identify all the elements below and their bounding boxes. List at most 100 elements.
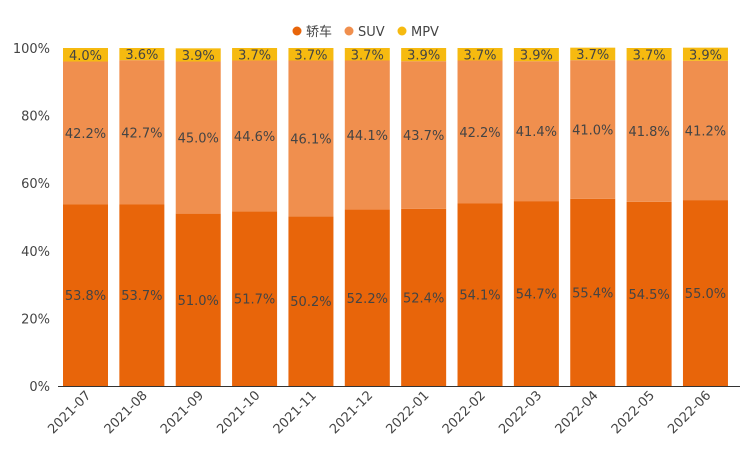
legend-label: 轿车 bbox=[306, 24, 332, 40]
bar-segment-轿车 bbox=[288, 216, 334, 386]
data-label: 41.8% bbox=[628, 125, 669, 140]
x-tick-label: 2022-05 bbox=[609, 388, 658, 437]
bar-segment-轿车 bbox=[232, 211, 278, 386]
bar-segment-轿车 bbox=[570, 198, 616, 386]
bar-stack-2022-03: 54.7% 41.4% 3.9% bbox=[513, 48, 559, 386]
data-label: 50.2% bbox=[290, 295, 331, 310]
data-label: 43.7% bbox=[403, 129, 444, 144]
bar-segment-SUV bbox=[682, 60, 728, 201]
bar-stack-2021-10: 51.7% 44.6% 3.7% bbox=[232, 48, 278, 386]
bar-segment-轿车 bbox=[63, 204, 108, 386]
data-label: 3.7% bbox=[294, 48, 327, 63]
data-label: 42.7% bbox=[121, 126, 162, 141]
data-label: 3.9% bbox=[689, 48, 722, 63]
data-label: 53.7% bbox=[121, 289, 162, 304]
bar-segment-MPV bbox=[232, 48, 278, 61]
data-label: 44.6% bbox=[234, 130, 275, 145]
bar-segment-MPV bbox=[626, 48, 672, 61]
data-label: 4.0% bbox=[69, 49, 102, 64]
bar-segment-轿车 bbox=[119, 204, 165, 386]
legend-label: MPV bbox=[411, 25, 439, 40]
data-label: 42.2% bbox=[459, 126, 500, 141]
bar-stack-2021-12: 52.2% 44.1% 3.7% bbox=[344, 48, 390, 386]
x-axis: 2021-07 2021-08 2021-09 2021-10 2021-11 2021-… bbox=[45, 388, 714, 437]
bar-segment-轿车 bbox=[513, 201, 559, 386]
y-tick-label: 0% bbox=[29, 380, 50, 395]
data-label: 3.7% bbox=[351, 48, 384, 63]
bar-segment-SUV bbox=[63, 61, 108, 205]
bar-stack-2021-09: 51.0% 45.0% 3.9% bbox=[175, 48, 221, 386]
x-tick-label: 2022-06 bbox=[665, 388, 714, 437]
bar-segment-SUV bbox=[570, 60, 616, 199]
data-label: 55.4% bbox=[572, 286, 613, 301]
bar-segment-SUV bbox=[626, 60, 672, 202]
bar-segment-轿车 bbox=[626, 201, 672, 386]
data-label: 52.4% bbox=[403, 291, 444, 306]
legend: 轿车 SUV MPV bbox=[292, 24, 440, 40]
bar-segment-轿车 bbox=[457, 203, 503, 386]
legend-marker-icon bbox=[344, 26, 354, 36]
x-tick-label: 2021-07 bbox=[45, 388, 94, 437]
bar-segment-SUV bbox=[401, 61, 447, 209]
x-tick-label: 2021-12 bbox=[327, 388, 376, 437]
x-tick-label: 2022-01 bbox=[383, 388, 432, 437]
data-label: 3.6% bbox=[125, 48, 158, 63]
data-label: 54.5% bbox=[628, 288, 669, 303]
data-label: 3.7% bbox=[464, 48, 497, 63]
bar-stack-2022-05: 54.5% 41.8% 3.7% bbox=[626, 48, 672, 386]
legend-item-SUV[interactable]: SUV bbox=[344, 25, 385, 40]
bar-stack-2022-01: 52.4% 43.7% 3.9% bbox=[401, 48, 447, 386]
bar-segment-MPV bbox=[63, 48, 108, 62]
data-label: 3.9% bbox=[520, 49, 553, 64]
data-label: 52.2% bbox=[347, 292, 388, 307]
bar-segment-SUV bbox=[119, 60, 165, 205]
data-label: 41.4% bbox=[516, 125, 557, 140]
data-label: 3.7% bbox=[633, 48, 666, 63]
y-tick-label: 80% bbox=[21, 110, 50, 125]
data-label: 42.2% bbox=[65, 127, 106, 142]
bar-stack-2021-08: 53.7% 42.7% 3.6% bbox=[119, 48, 165, 386]
legend-marker-icon bbox=[397, 26, 407, 36]
data-label: 46.1% bbox=[290, 132, 331, 147]
bar-segment-轿车 bbox=[682, 200, 728, 386]
bar-segment-MPV bbox=[344, 48, 390, 61]
bar-segment-SUV bbox=[457, 60, 503, 204]
bar-segment-MPV bbox=[682, 47, 728, 61]
bar-segment-MPV bbox=[119, 48, 165, 61]
data-label: 51.0% bbox=[178, 294, 219, 309]
x-tick-label: 2022-03 bbox=[496, 388, 545, 437]
bar-segment-MPV bbox=[457, 48, 503, 61]
bar-stack-2021-11: 50.2% 46.1% 3.7% bbox=[288, 48, 334, 386]
y-axis: 0% 20% 40% 60% 80% 100% bbox=[13, 42, 50, 395]
data-label: 51.7% bbox=[234, 293, 275, 308]
x-tick-label: 2022-02 bbox=[440, 388, 489, 437]
bar-stack-2021-07: 53.8% 42.2% 4.0% bbox=[63, 48, 108, 386]
legend-item-MPV[interactable]: MPV bbox=[397, 25, 440, 40]
data-label: 53.8% bbox=[65, 289, 106, 304]
bar-segment-MPV bbox=[570, 47, 616, 61]
data-label: 3.9% bbox=[407, 49, 440, 64]
bar-segment-MPV bbox=[288, 48, 334, 61]
bar-stack-2022-04: 55.4% 41.0% 3.7% bbox=[570, 47, 616, 386]
data-label: 55.0% bbox=[685, 287, 726, 302]
y-tick-label: 60% bbox=[21, 177, 50, 192]
data-label: 45.0% bbox=[178, 132, 219, 147]
y-tick-label: 100% bbox=[13, 42, 50, 57]
x-tick-label: 2021-08 bbox=[102, 388, 151, 437]
data-label: 44.1% bbox=[347, 129, 388, 144]
legend-marker-icon bbox=[292, 26, 302, 36]
legend-item-轿车[interactable]: 轿车 bbox=[292, 24, 333, 40]
x-tick-label: 2021-10 bbox=[214, 388, 263, 437]
bar-segment-MPV bbox=[401, 48, 447, 62]
data-label: 3.7% bbox=[238, 48, 271, 63]
data-label: 3.9% bbox=[182, 49, 215, 64]
bar-segment-SUV bbox=[288, 60, 334, 217]
bar-segment-轿车 bbox=[175, 213, 221, 386]
bar-segment-MPV bbox=[175, 48, 221, 62]
data-label: 41.2% bbox=[685, 124, 726, 139]
data-label: 41.0% bbox=[572, 123, 613, 138]
bar-segment-SUV bbox=[232, 60, 278, 212]
bar-segment-MPV bbox=[513, 48, 559, 62]
bar-segment-SUV bbox=[175, 61, 221, 214]
